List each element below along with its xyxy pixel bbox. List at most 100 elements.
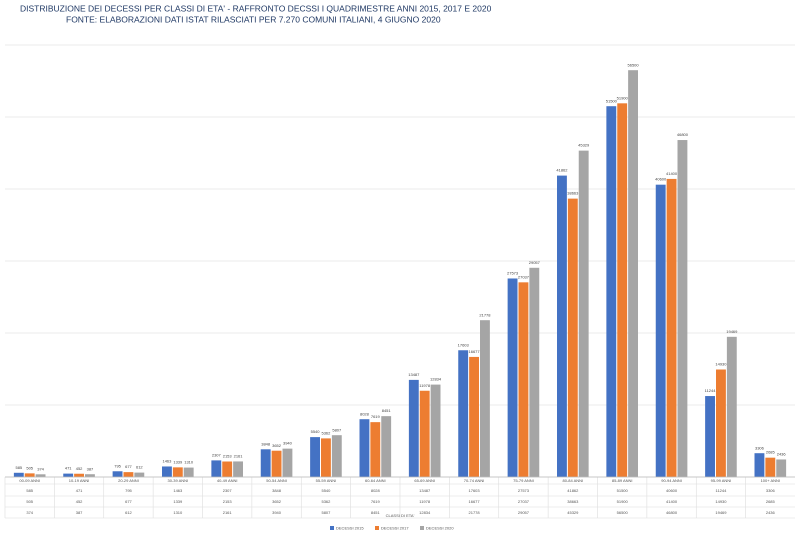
bar <box>529 267 540 477</box>
bar <box>754 453 765 477</box>
table-cell: 452 <box>76 499 83 504</box>
value-label: 5540 <box>311 429 321 434</box>
value-label: 38663 <box>567 191 579 196</box>
value-label: 51500 <box>606 98 618 103</box>
value-label: 8451 <box>382 408 392 413</box>
bar <box>13 472 24 477</box>
x-tick-label: 95-99 ANNI <box>711 478 732 483</box>
table-cell: 8028 <box>371 488 381 493</box>
x-tick-label: 55-59 ANNI <box>316 478 337 483</box>
table-cell: 3940 <box>272 510 282 515</box>
bar <box>430 384 441 477</box>
x-tick-label: 75-79 ANNI <box>513 478 534 483</box>
value-label: 29057 <box>529 260 541 265</box>
bar <box>518 282 529 477</box>
bar <box>370 422 381 477</box>
value-label: 19469 <box>726 329 738 334</box>
value-label: 471 <box>65 466 72 471</box>
legend-swatch <box>420 526 424 530</box>
table-cell: 2307 <box>223 488 233 493</box>
value-label: 45329 <box>578 143 590 148</box>
bar <box>381 416 392 477</box>
bar <box>74 473 84 477</box>
bar <box>716 369 726 477</box>
value-label: 27573 <box>507 271 519 276</box>
bar <box>172 467 183 477</box>
bar <box>557 175 567 477</box>
bar <box>233 461 243 477</box>
bar <box>112 471 123 477</box>
value-label: 16677 <box>469 349 481 354</box>
bar <box>765 457 776 477</box>
legend-swatch <box>330 526 334 530</box>
table-cell: 56500 <box>617 510 629 515</box>
bar <box>606 106 617 477</box>
table-cell: 3652 <box>272 499 282 504</box>
value-label: 21778 <box>479 312 491 317</box>
bar <box>222 461 233 477</box>
x-tick-label: 70-74 ANNI <box>464 478 485 483</box>
value-label: 8028 <box>360 411 370 416</box>
table-cell: 505 <box>26 499 33 504</box>
legend-swatch <box>375 526 379 530</box>
value-label: 46800 <box>677 132 689 137</box>
table-cell: 51900 <box>617 499 629 504</box>
table-cell: 19469 <box>715 510 727 515</box>
table-cell: 5807 <box>321 510 331 515</box>
bar <box>458 350 469 477</box>
x-tick-label: 90-94 ANNI <box>661 478 682 483</box>
bar <box>260 449 271 477</box>
bar <box>162 466 172 477</box>
table-cell: 8451 <box>371 510 381 515</box>
value-label: 452 <box>76 466 83 471</box>
bar <box>24 473 35 477</box>
bar <box>617 103 628 477</box>
table-cell: 12834 <box>419 510 431 515</box>
x-tick-label: 10-19 ANNI <box>69 478 90 483</box>
bar <box>63 473 74 477</box>
value-label: 2436 <box>777 452 787 457</box>
bar <box>776 459 787 477</box>
table-cell: 387 <box>76 510 83 515</box>
table-cell: 5540 <box>321 488 331 493</box>
table-cell: 27573 <box>518 488 530 493</box>
bar <box>480 320 490 477</box>
value-label: 5362 <box>321 430 331 435</box>
value-label: 2153 <box>223 454 233 459</box>
value-label: 795 <box>114 463 121 468</box>
value-label: 3940 <box>283 441 293 446</box>
table-cell: 17603 <box>469 488 481 493</box>
bar <box>507 278 518 477</box>
value-label: 387 <box>87 466 94 471</box>
table-cell: 40600 <box>666 488 678 493</box>
table-cell: 51500 <box>617 488 629 493</box>
x-tick-label: 40-49 ANNI <box>217 478 238 483</box>
value-label: 51900 <box>617 95 629 100</box>
value-label: 41400 <box>666 171 678 176</box>
table-cell: 2153 <box>223 499 233 504</box>
value-label: 1463 <box>162 459 172 464</box>
value-label: 41862 <box>556 168 568 173</box>
bar <box>134 472 145 477</box>
bar <box>282 448 293 477</box>
x-tick-label: 80-84 ANNI <box>562 478 583 483</box>
legend-label: DECESSI 2020 <box>426 526 454 531</box>
table-cell: 41862 <box>567 488 579 493</box>
value-label: 27037 <box>518 274 530 279</box>
table-cell: 1310 <box>173 510 183 515</box>
table-cell: 3306 <box>766 488 776 493</box>
x-tick-label: 00-09 ANNI <box>19 478 40 483</box>
table-cell: 3848 <box>272 488 282 493</box>
x-tick-label: 30-39 ANNI <box>167 478 188 483</box>
bar <box>567 198 578 477</box>
value-label: 1310 <box>184 460 194 465</box>
table-cell: 14930 <box>715 499 727 504</box>
table-cell: 46800 <box>666 510 678 515</box>
table-cell: 21778 <box>469 510 481 515</box>
value-label: 11978 <box>419 383 431 388</box>
bar <box>705 396 715 477</box>
bar <box>628 70 638 477</box>
value-label: 17603 <box>458 342 470 347</box>
bar <box>35 474 46 477</box>
value-label: 1339 <box>173 459 183 464</box>
